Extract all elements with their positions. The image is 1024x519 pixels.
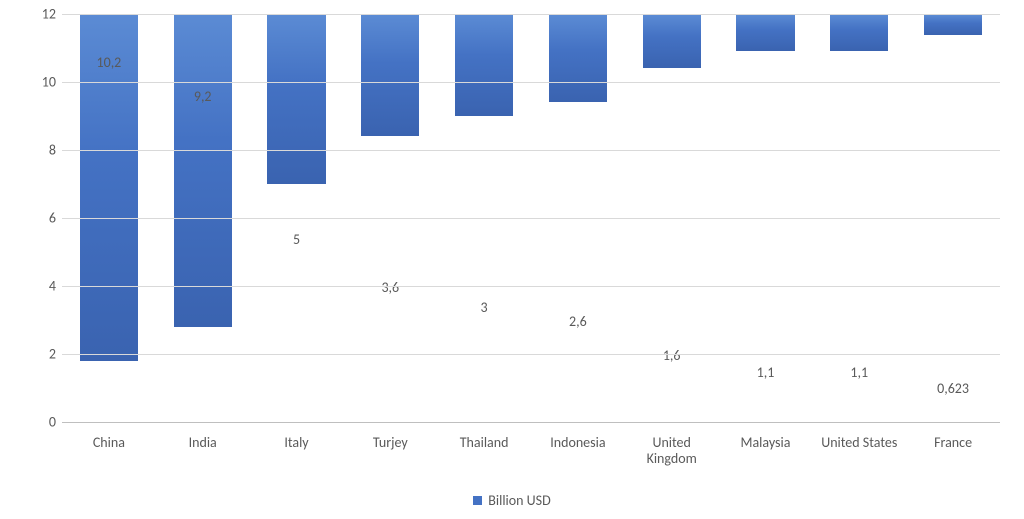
x-tick-label: United Kingdom bbox=[625, 435, 719, 467]
gridline bbox=[62, 354, 1000, 355]
gridline bbox=[62, 14, 1000, 15]
x-tick-label: China bbox=[62, 435, 156, 467]
bar-value-label: 1,6 bbox=[625, 347, 719, 364]
bar bbox=[924, 14, 982, 35]
bar-value-label: 3,6 bbox=[343, 279, 437, 296]
gridline bbox=[62, 218, 1000, 219]
bar-value-label: 3 bbox=[437, 299, 531, 316]
legend-swatch bbox=[473, 496, 482, 505]
gridline bbox=[62, 82, 1000, 83]
bar bbox=[174, 14, 232, 327]
x-tick-label: France bbox=[906, 435, 1000, 467]
y-tick-label: 4 bbox=[22, 277, 56, 294]
y-tick-label: 12 bbox=[22, 6, 56, 23]
bar-value-label: 10,2 bbox=[62, 54, 156, 71]
y-tick-label: 8 bbox=[22, 141, 56, 158]
legend: Billion USD bbox=[0, 492, 1024, 509]
bar-value-label: 1,1 bbox=[812, 364, 906, 381]
x-tick-label: United States bbox=[812, 435, 906, 467]
gridline bbox=[62, 150, 1000, 151]
bar-value-label: 9,2 bbox=[156, 88, 250, 105]
bar bbox=[455, 14, 513, 116]
y-tick-label: 6 bbox=[22, 210, 56, 227]
bar bbox=[643, 14, 701, 68]
bar bbox=[736, 14, 794, 51]
bar-value-label: 2,6 bbox=[531, 313, 625, 330]
gridline bbox=[62, 286, 1000, 287]
bar-value-label: 0,623 bbox=[906, 380, 1000, 397]
x-tick-label: Malaysia bbox=[719, 435, 813, 467]
x-tick-label: Turjey bbox=[343, 435, 437, 467]
bar bbox=[830, 14, 888, 51]
x-tick-label: India bbox=[156, 435, 250, 467]
bar bbox=[361, 14, 419, 136]
bar-value-label: 1,1 bbox=[719, 364, 813, 381]
bar-value-label: 5 bbox=[250, 231, 344, 248]
plot-area: 10,29,253,632,61,61,11,10,623 024681012 bbox=[62, 14, 1000, 423]
x-tick-label: Italy bbox=[250, 435, 344, 467]
legend-label: Billion USD bbox=[488, 492, 550, 509]
x-axis-labels: ChinaIndiaItalyTurjeyThailandIndonesiaUn… bbox=[62, 435, 1000, 467]
y-tick-label: 10 bbox=[22, 73, 56, 90]
bar bbox=[267, 14, 325, 184]
bar-chart: 10,29,253,632,61,61,11,10,623 024681012 … bbox=[0, 0, 1024, 519]
y-tick-label: 2 bbox=[22, 346, 56, 363]
x-tick-label: Indonesia bbox=[531, 435, 625, 467]
bar bbox=[549, 14, 607, 102]
x-tick-label: Thailand bbox=[437, 435, 531, 467]
y-tick-label: 0 bbox=[22, 414, 56, 431]
